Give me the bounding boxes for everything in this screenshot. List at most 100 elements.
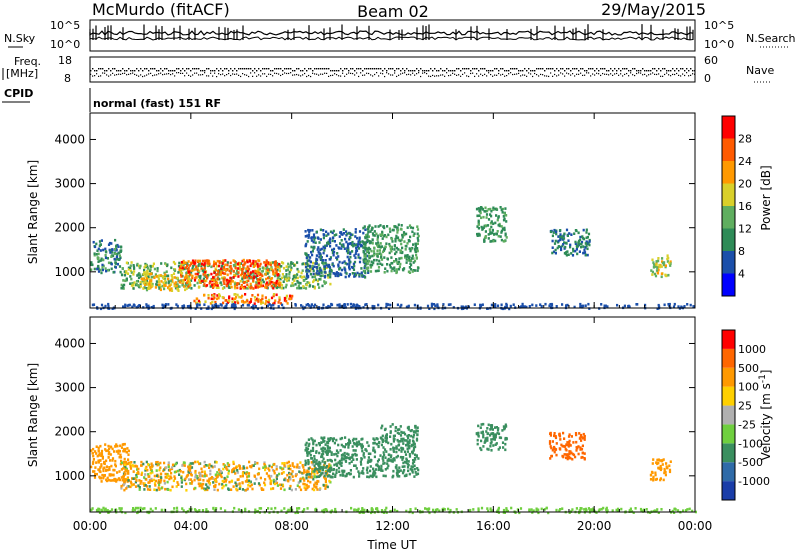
data-point <box>211 304 214 307</box>
data-point <box>392 448 395 452</box>
data-point <box>334 458 337 462</box>
data-point <box>400 256 403 260</box>
data-point <box>144 274 147 278</box>
data-point <box>409 235 412 239</box>
data-point <box>161 284 164 288</box>
data-point <box>399 251 402 254</box>
data-point <box>213 260 216 264</box>
data-point <box>314 481 317 485</box>
nave-point <box>116 74 118 76</box>
data-point <box>383 248 386 251</box>
freq-point <box>102 68 104 70</box>
data-point <box>323 439 326 443</box>
data-point <box>223 278 226 281</box>
freq-point <box>172 70 174 72</box>
data-point <box>354 252 357 256</box>
data-point <box>139 282 142 286</box>
data-point <box>554 251 557 255</box>
data-point <box>254 305 257 308</box>
data-point <box>657 257 660 260</box>
data-point <box>343 454 346 458</box>
data-point <box>401 251 404 255</box>
data-point <box>215 281 219 285</box>
data-point <box>503 511 506 514</box>
data-point <box>227 487 230 490</box>
data-point <box>494 305 497 309</box>
data-point <box>343 260 346 263</box>
data-point <box>92 460 95 464</box>
data-point <box>503 239 506 243</box>
data-point <box>484 437 487 440</box>
data-point <box>558 235 561 238</box>
nave-point <box>662 75 664 77</box>
nave-point <box>278 73 280 75</box>
data-point <box>216 264 219 268</box>
data-point <box>408 446 411 450</box>
freq-point <box>588 68 590 70</box>
data-point <box>316 279 319 283</box>
data-point <box>377 243 380 247</box>
data-point <box>184 477 187 481</box>
freq-point <box>526 70 528 72</box>
data-point <box>187 275 190 278</box>
data-point <box>200 483 203 487</box>
freq-point <box>380 68 382 70</box>
data-point <box>311 438 314 442</box>
freq-point <box>330 70 332 72</box>
nave-point <box>542 74 544 76</box>
data-point <box>270 261 274 264</box>
data-point <box>390 269 393 273</box>
data-point <box>224 480 227 483</box>
data-point <box>555 305 558 308</box>
data-point <box>308 472 311 476</box>
data-point <box>157 481 160 485</box>
data-point <box>214 473 217 477</box>
data-point <box>342 445 345 448</box>
nave-point <box>100 75 102 77</box>
data-point <box>274 264 277 268</box>
data-point <box>145 275 149 279</box>
data-point <box>265 281 268 284</box>
data-point <box>328 446 331 450</box>
data-point <box>660 272 663 276</box>
data-point <box>106 269 110 272</box>
data-point <box>366 235 369 239</box>
data-point <box>110 262 113 266</box>
data-point <box>176 287 180 291</box>
data-point <box>365 303 368 306</box>
data-point <box>243 274 246 277</box>
data-point <box>176 469 179 473</box>
data-point <box>265 259 268 262</box>
data-point <box>367 260 371 263</box>
data-point <box>363 456 366 459</box>
data-point <box>395 268 398 271</box>
data-point <box>385 305 388 309</box>
data-point <box>151 471 154 474</box>
data-point <box>585 244 588 247</box>
data-point <box>274 284 277 287</box>
freq-point <box>394 70 396 72</box>
data-point <box>273 262 276 266</box>
data-point <box>223 266 226 269</box>
freq-point <box>664 68 666 70</box>
freq-point <box>166 68 168 70</box>
nave-point <box>292 74 294 76</box>
data-point <box>304 230 307 233</box>
data-point <box>328 239 331 242</box>
data-point <box>525 305 528 309</box>
data-point <box>360 457 363 460</box>
data-point <box>354 231 357 234</box>
data-point <box>270 474 273 478</box>
data-point <box>323 461 327 464</box>
freq-point <box>570 70 572 72</box>
data-point <box>93 470 96 473</box>
data-point <box>105 465 108 468</box>
data-point <box>226 462 229 465</box>
data-point <box>177 279 180 283</box>
data-point <box>535 509 538 513</box>
freq-point <box>652 68 654 70</box>
data-point <box>308 466 312 469</box>
data-point <box>163 482 166 485</box>
data-point <box>334 274 337 278</box>
data-point <box>345 474 348 478</box>
